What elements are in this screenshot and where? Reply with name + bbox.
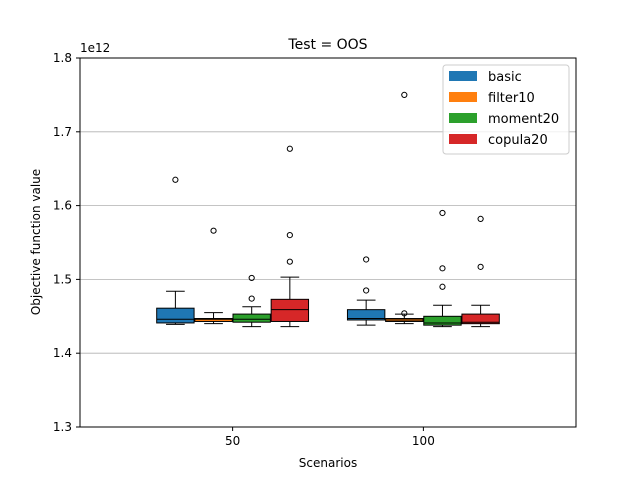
box-filter10-50 bbox=[194, 227, 233, 325]
box-body bbox=[232, 313, 271, 323]
outlier-point bbox=[439, 283, 446, 290]
y-tick-label: 1.3 bbox=[53, 420, 72, 434]
x-axis-label: Scenarios bbox=[299, 456, 357, 470]
y-axis-label: Objective function value bbox=[29, 169, 43, 315]
box-moment20-100 bbox=[423, 209, 462, 328]
gridlines bbox=[80, 131, 576, 354]
outlier-point bbox=[172, 176, 179, 183]
box-basic-100 bbox=[346, 256, 386, 326]
outlier-point bbox=[439, 265, 446, 272]
outlier-point bbox=[401, 310, 408, 317]
legend: basic filter10 moment20 copula20 bbox=[442, 64, 570, 155]
box-filter10-100 bbox=[385, 91, 424, 325]
x-tick-label: 50 bbox=[225, 434, 240, 448]
y-tick-label: 1.6 bbox=[53, 199, 72, 213]
box-body bbox=[194, 318, 233, 322]
y-tick-label: 1.5 bbox=[53, 272, 72, 286]
box-body bbox=[423, 315, 462, 326]
outlier-point bbox=[210, 227, 217, 234]
legend-label-moment20: moment20 bbox=[488, 112, 559, 127]
box-body bbox=[156, 307, 195, 324]
x-axis-ticks: 50 100 bbox=[225, 427, 435, 448]
box-moment20-50 bbox=[232, 274, 271, 328]
outlier-point bbox=[477, 215, 484, 222]
box-copula20-100 bbox=[461, 215, 500, 328]
legend-box bbox=[442, 64, 570, 155]
outlier-point bbox=[363, 287, 370, 294]
box-series bbox=[156, 91, 500, 328]
legend-swatch-basic bbox=[449, 71, 477, 81]
legend-label-copula20: copula20 bbox=[488, 133, 548, 148]
legend-label-basic: basic bbox=[488, 70, 522, 85]
legend-swatch-copula20 bbox=[449, 134, 477, 144]
box-body bbox=[461, 313, 500, 325]
outlier-point bbox=[363, 256, 370, 263]
y-axis-offset-label: 1e12 bbox=[80, 41, 110, 55]
chart-title: Test = OOS bbox=[287, 37, 367, 53]
outlier-point bbox=[286, 232, 293, 239]
y-axis-ticks: 1.3 1.4 1.5 1.6 1.7 1.8 bbox=[53, 51, 80, 434]
outlier-point bbox=[439, 209, 446, 217]
outlier-point bbox=[248, 274, 255, 282]
y-tick-label: 1.4 bbox=[53, 346, 72, 360]
legend-label-filter10: filter10 bbox=[488, 91, 535, 106]
box-body bbox=[346, 309, 386, 321]
legend-swatch-moment20 bbox=[449, 113, 477, 123]
outlier-point bbox=[286, 145, 293, 152]
y-tick-label: 1.8 bbox=[53, 51, 72, 65]
plot-area-frame bbox=[79, 57, 577, 428]
outlier-point bbox=[477, 263, 484, 270]
legend-swatch-filter10 bbox=[449, 92, 477, 102]
box-copula20-50 bbox=[270, 145, 310, 328]
outlier-point bbox=[248, 295, 255, 302]
outlier-point bbox=[401, 91, 408, 99]
y-tick-label: 1.7 bbox=[53, 125, 72, 139]
box-basic-50 bbox=[156, 176, 195, 325]
outlier-point bbox=[286, 258, 293, 265]
x-tick-label: 100 bbox=[412, 434, 435, 448]
box-body bbox=[270, 298, 310, 322]
